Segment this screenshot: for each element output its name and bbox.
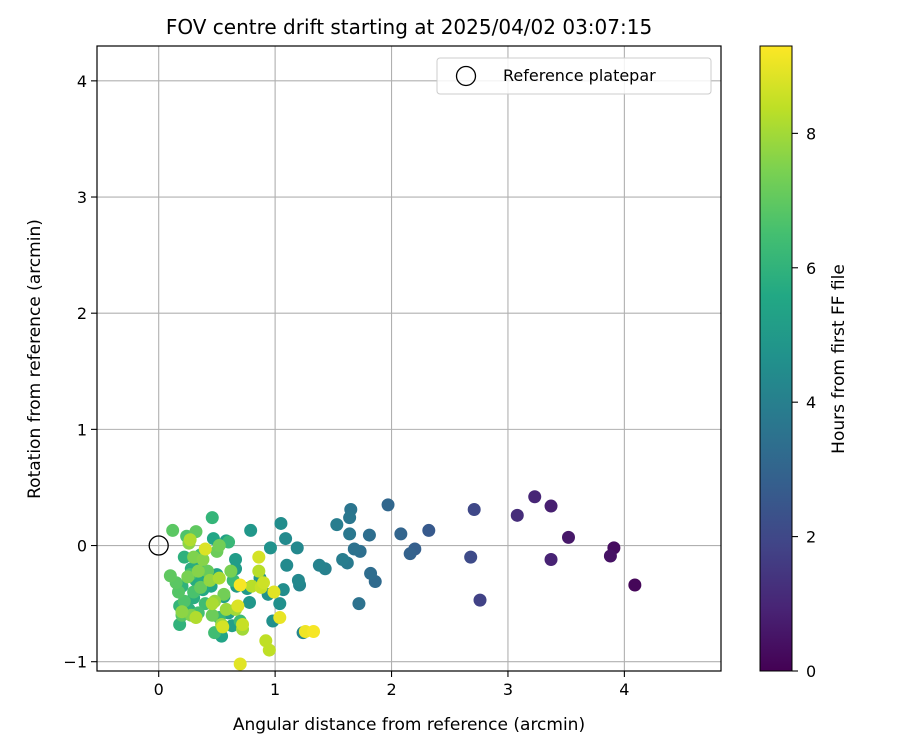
colorbar-tick-label: 4 <box>806 393 816 412</box>
data-point <box>464 550 478 564</box>
y-tick-label: −1 <box>63 653 87 672</box>
data-point <box>473 593 487 607</box>
data-point <box>362 528 376 542</box>
data-point <box>544 552 558 566</box>
y-tick-label: 1 <box>77 420 87 439</box>
legend: Reference platepar <box>436 57 712 95</box>
x-axis-ticks: 0 1 2 3 4 <box>154 671 629 699</box>
data-point <box>312 558 326 572</box>
data-point <box>273 611 287 625</box>
legend-marker-reference <box>455 65 477 87</box>
data-point <box>243 595 257 609</box>
data-point <box>279 532 293 546</box>
data-point <box>528 490 542 504</box>
colorbar-tick-label: 0 <box>806 662 816 681</box>
y-tick-label: 0 <box>77 537 87 556</box>
data-point <box>205 511 219 525</box>
data-point <box>252 550 266 564</box>
data-point <box>196 552 210 566</box>
data-point <box>233 657 247 671</box>
data-point <box>381 498 395 512</box>
data-point <box>510 508 524 522</box>
data-point <box>352 597 366 611</box>
x-tick-label: 4 <box>619 680 629 699</box>
colorbar-tick-label: 8 <box>806 124 816 143</box>
data-point <box>191 564 205 578</box>
data-point <box>267 585 281 599</box>
y-axis-ticks: −1 0 1 2 3 4 <box>63 72 97 672</box>
colorbar-ticks: 0 2 4 6 8 <box>792 124 816 681</box>
data-point <box>343 511 357 525</box>
data-point <box>330 518 344 532</box>
data-point <box>175 605 189 619</box>
data-point <box>628 578 642 592</box>
data-point <box>422 523 436 537</box>
data-point <box>273 597 287 611</box>
y-tick-label: 4 <box>77 72 87 91</box>
reference-point-marker <box>148 535 169 556</box>
x-tick-label: 0 <box>154 680 164 699</box>
data-point <box>561 530 575 544</box>
x-tick-label: 1 <box>270 680 280 699</box>
colorbar-tick-label: 2 <box>806 528 816 547</box>
data-point <box>224 564 238 578</box>
data-point <box>263 541 277 555</box>
data-point <box>290 541 304 555</box>
data-point <box>403 547 417 561</box>
data-point <box>256 576 270 590</box>
data-point <box>274 516 288 530</box>
y-axis-label: Rotation from reference (arcmin) <box>25 219 45 499</box>
data-point <box>394 527 408 541</box>
colorbar-tick-label: 6 <box>806 259 816 278</box>
data-point <box>467 503 481 517</box>
data-point <box>189 611 203 625</box>
data-point <box>212 539 226 553</box>
colorbar: 0 2 4 6 8 Hours from first FF file <box>759 45 849 681</box>
data-point <box>166 523 180 537</box>
data-point <box>231 599 245 613</box>
data-point <box>212 571 226 585</box>
data-point <box>347 542 361 556</box>
data-point <box>217 587 231 601</box>
data-point <box>252 564 266 578</box>
y-tick-label: 2 <box>77 304 87 323</box>
data-point <box>198 542 212 556</box>
data-point <box>216 620 230 634</box>
data-point <box>236 618 250 632</box>
data-points <box>148 490 642 671</box>
data-point <box>336 552 350 566</box>
chart-title: FOV centre drift starting at 2025/04/02 … <box>166 15 652 39</box>
y-tick-label: 3 <box>77 188 87 207</box>
data-point <box>205 597 219 611</box>
x-axis-label: Angular distance from reference (arcmin) <box>233 715 585 735</box>
data-point <box>343 527 357 541</box>
data-point <box>291 573 305 587</box>
data-point <box>280 558 294 572</box>
data-point <box>183 533 197 547</box>
plot-area-frame <box>96 45 722 672</box>
data-point <box>163 569 177 583</box>
data-point <box>181 570 195 584</box>
x-tick-label: 2 <box>386 680 396 699</box>
data-point <box>544 499 558 513</box>
data-point <box>307 625 321 639</box>
data-point <box>219 602 233 616</box>
x-tick-label: 3 <box>503 680 513 699</box>
data-point <box>603 549 617 563</box>
data-point <box>229 552 243 566</box>
legend-box <box>436 57 712 95</box>
data-point <box>205 608 219 622</box>
data-point <box>244 523 258 537</box>
data-point <box>364 566 378 580</box>
legend-entry-reference: Reference platepar <box>503 66 656 85</box>
data-point <box>233 578 247 592</box>
data-point <box>177 594 191 608</box>
colorbar-gradient <box>759 45 793 672</box>
colorbar-label: Hours from first FF file <box>829 264 849 454</box>
data-point <box>194 580 208 594</box>
data-point <box>177 550 191 564</box>
data-point <box>262 643 276 657</box>
